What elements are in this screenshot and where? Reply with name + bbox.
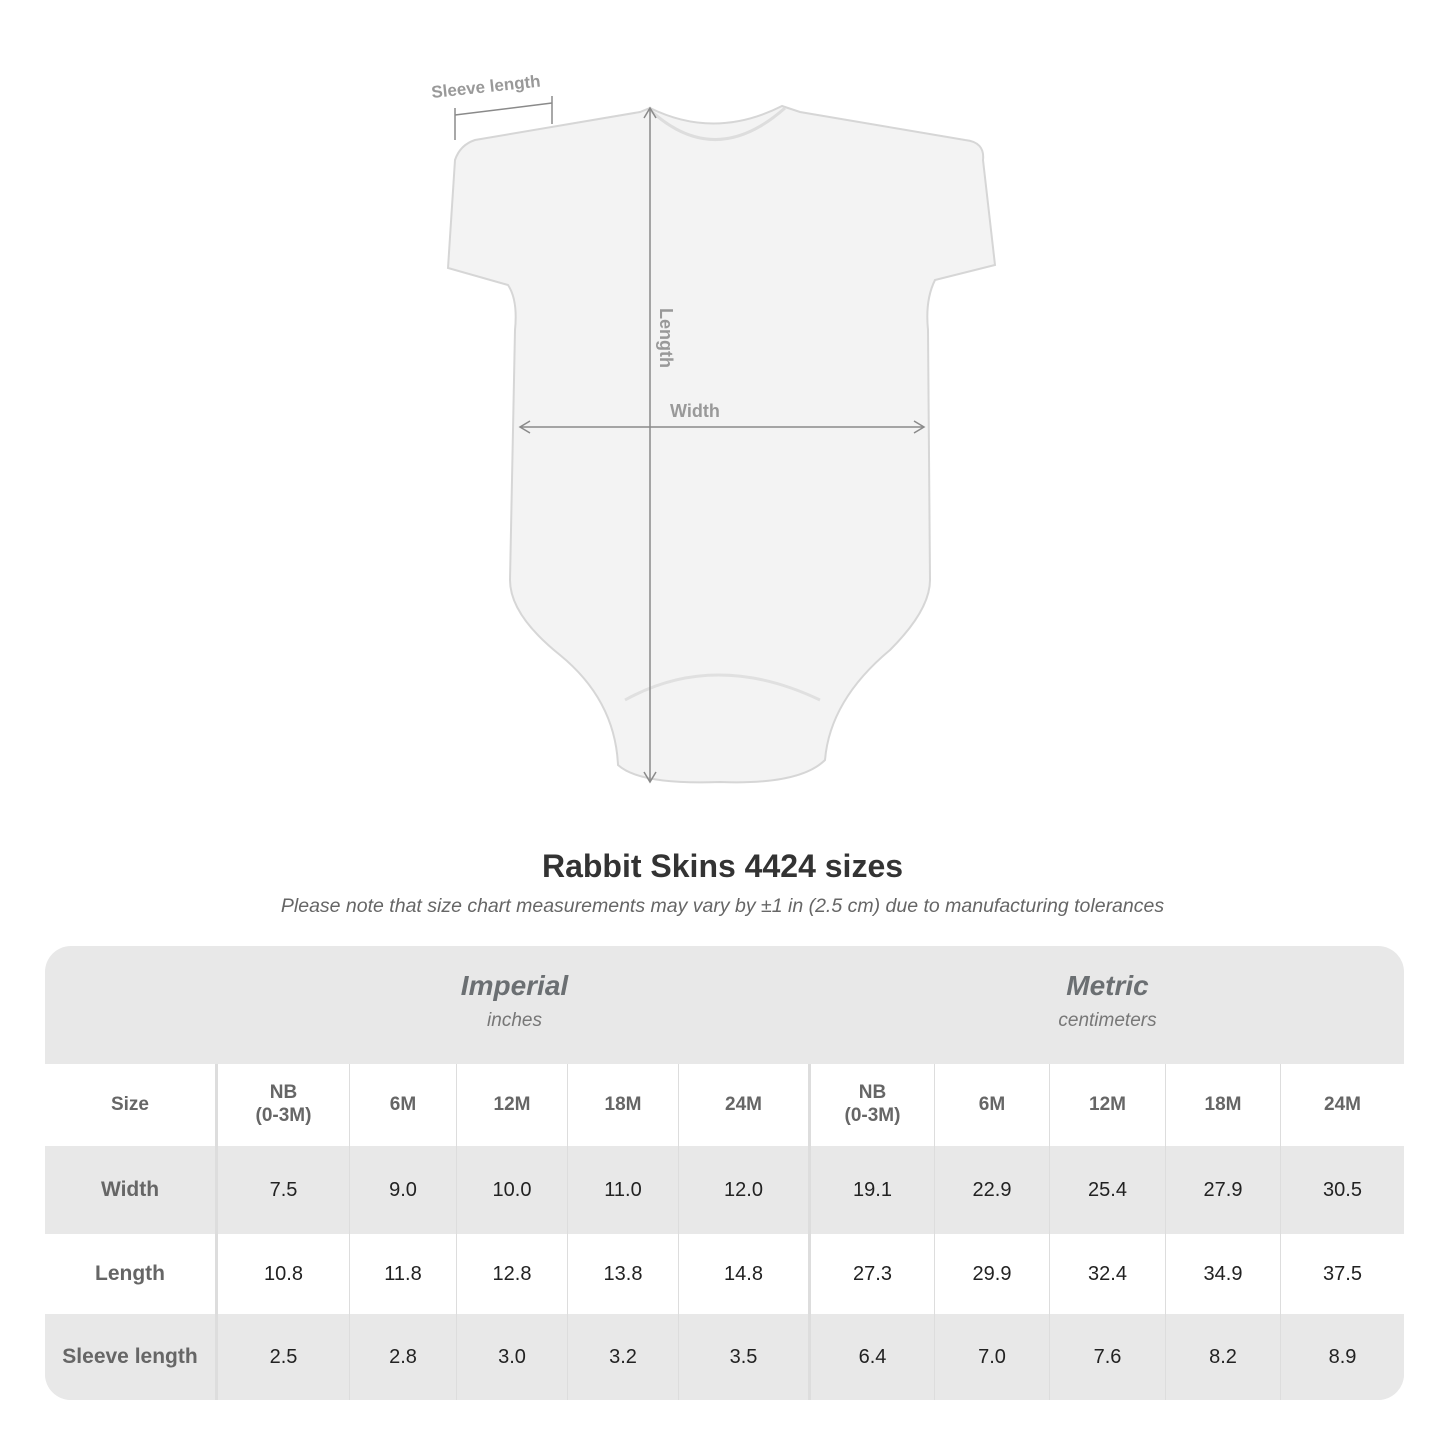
metric-value-cell: 25.4 [1050, 1146, 1166, 1234]
metric-value-cell: 7.6 [1050, 1314, 1166, 1400]
metric-value-cell: 8.2 [1166, 1314, 1281, 1400]
chart-title: Rabbit Skins 4424 sizes [541, 848, 904, 884]
imperial-value-cell: 3.0 [457, 1314, 568, 1400]
metric-value-cell: 34.9 [1166, 1234, 1281, 1314]
row-label: Size [45, 1064, 218, 1146]
metric-value-cell: 7.0 [935, 1314, 1050, 1400]
imperial-value-cell: 10.0 [457, 1146, 568, 1234]
imperial-value-cell: 12.8 [457, 1234, 568, 1314]
tolerance-note: Please note that size chart measurements… [280, 895, 1165, 917]
imperial-header: Imperial inches [218, 946, 811, 1064]
metric-value-cell: 19.1 [811, 1146, 935, 1234]
metric-title: Metric [1066, 970, 1149, 1001]
imperial-value-cell: 7.5 [218, 1146, 350, 1234]
imperial-value-cell: 2.8 [350, 1314, 457, 1400]
size-header-cell: 18M [1166, 1064, 1281, 1146]
metric-value-cell: 27.3 [811, 1234, 935, 1314]
bodysuit-diagram: Sleeve length Length Width [430, 72, 997, 784]
size-header-cell: 12M [457, 1064, 568, 1146]
imperial-value-cell: 11.8 [350, 1234, 457, 1314]
size-header-cell: NB (0-3M) [811, 1064, 935, 1146]
imperial-value-cell: 12.0 [679, 1146, 811, 1234]
imperial-unit: inches [487, 1010, 542, 1031]
size-header-cell: 6M [350, 1064, 457, 1146]
metric-value-cell: 30.5 [1323, 1179, 1362, 1201]
imperial-value-cell: 3.2 [568, 1314, 679, 1400]
table-row: Length 10.8 11.8 12.8 13.8 14.8 27.3 29.9 32.4 34… [45, 1234, 1404, 1314]
metric-value-cell: 32.4 [1050, 1234, 1166, 1314]
size-header-cell: 24M [679, 1064, 811, 1146]
metric-value-cell: 8.9 [1328, 1346, 1357, 1368]
imperial-value-cell: 2.5 [218, 1314, 350, 1400]
metric-value-cell: 29.9 [935, 1234, 1050, 1314]
imperial-value-cell: 11.0 [568, 1146, 679, 1234]
row-label: Length [45, 1234, 218, 1314]
measure-lines [454, 96, 926, 784]
table-row: Width 7.5 9.0 10.0 11.0 12.0 19.1 22.9 25.4 27.9 3… [45, 1146, 1404, 1234]
imperial-value-cell: 14.8 [679, 1234, 811, 1314]
width-label: Width [670, 401, 720, 421]
metric-value-cell: 27.9 [1166, 1146, 1281, 1234]
imperial-value-cell: 10.8 [218, 1234, 350, 1314]
size-table: Imperial inches Metric centimeters Size N… [45, 946, 1404, 1400]
table-row: Sleeve length 2.5 2.8 3.0 3.2 3.5 6.4 7.0 7.6 8.2… [45, 1314, 1404, 1400]
size-header-cell: 18M [568, 1064, 679, 1146]
sleeve-length-label: Sleeve length [430, 72, 541, 102]
row-label: Sleeve length [45, 1314, 218, 1400]
metric-value-cell: 22.9 [935, 1146, 1050, 1234]
imperial-value-cell: 3.5 [679, 1314, 811, 1400]
imperial-value-cell: 9.0 [350, 1146, 457, 1234]
metric-value-cell: 37.5 [1281, 1234, 1404, 1314]
metric-header: Metric centimeters [811, 946, 1404, 1064]
bodysuit-image [446, 104, 997, 784]
row-label: Width [45, 1146, 218, 1234]
size-header-row: Size NB (0-3M) 6M 12M 18M 24M NB (0-3M) 6M 12M 18… [45, 1064, 1404, 1146]
size-header-cell: 6M [935, 1064, 1050, 1146]
size-header-cell: 24M [1281, 1064, 1404, 1146]
imperial-title: Imperial [460, 970, 569, 1001]
imperial-value-cell: 13.8 [568, 1234, 679, 1314]
size-header-cell: NB (0-3M) [218, 1064, 350, 1146]
size-header-cell: 12M [1050, 1064, 1166, 1146]
metric-value-cell: 6.4 [811, 1314, 935, 1400]
metric-unit: centimeters [1058, 1010, 1157, 1031]
length-label: Length [656, 308, 676, 368]
